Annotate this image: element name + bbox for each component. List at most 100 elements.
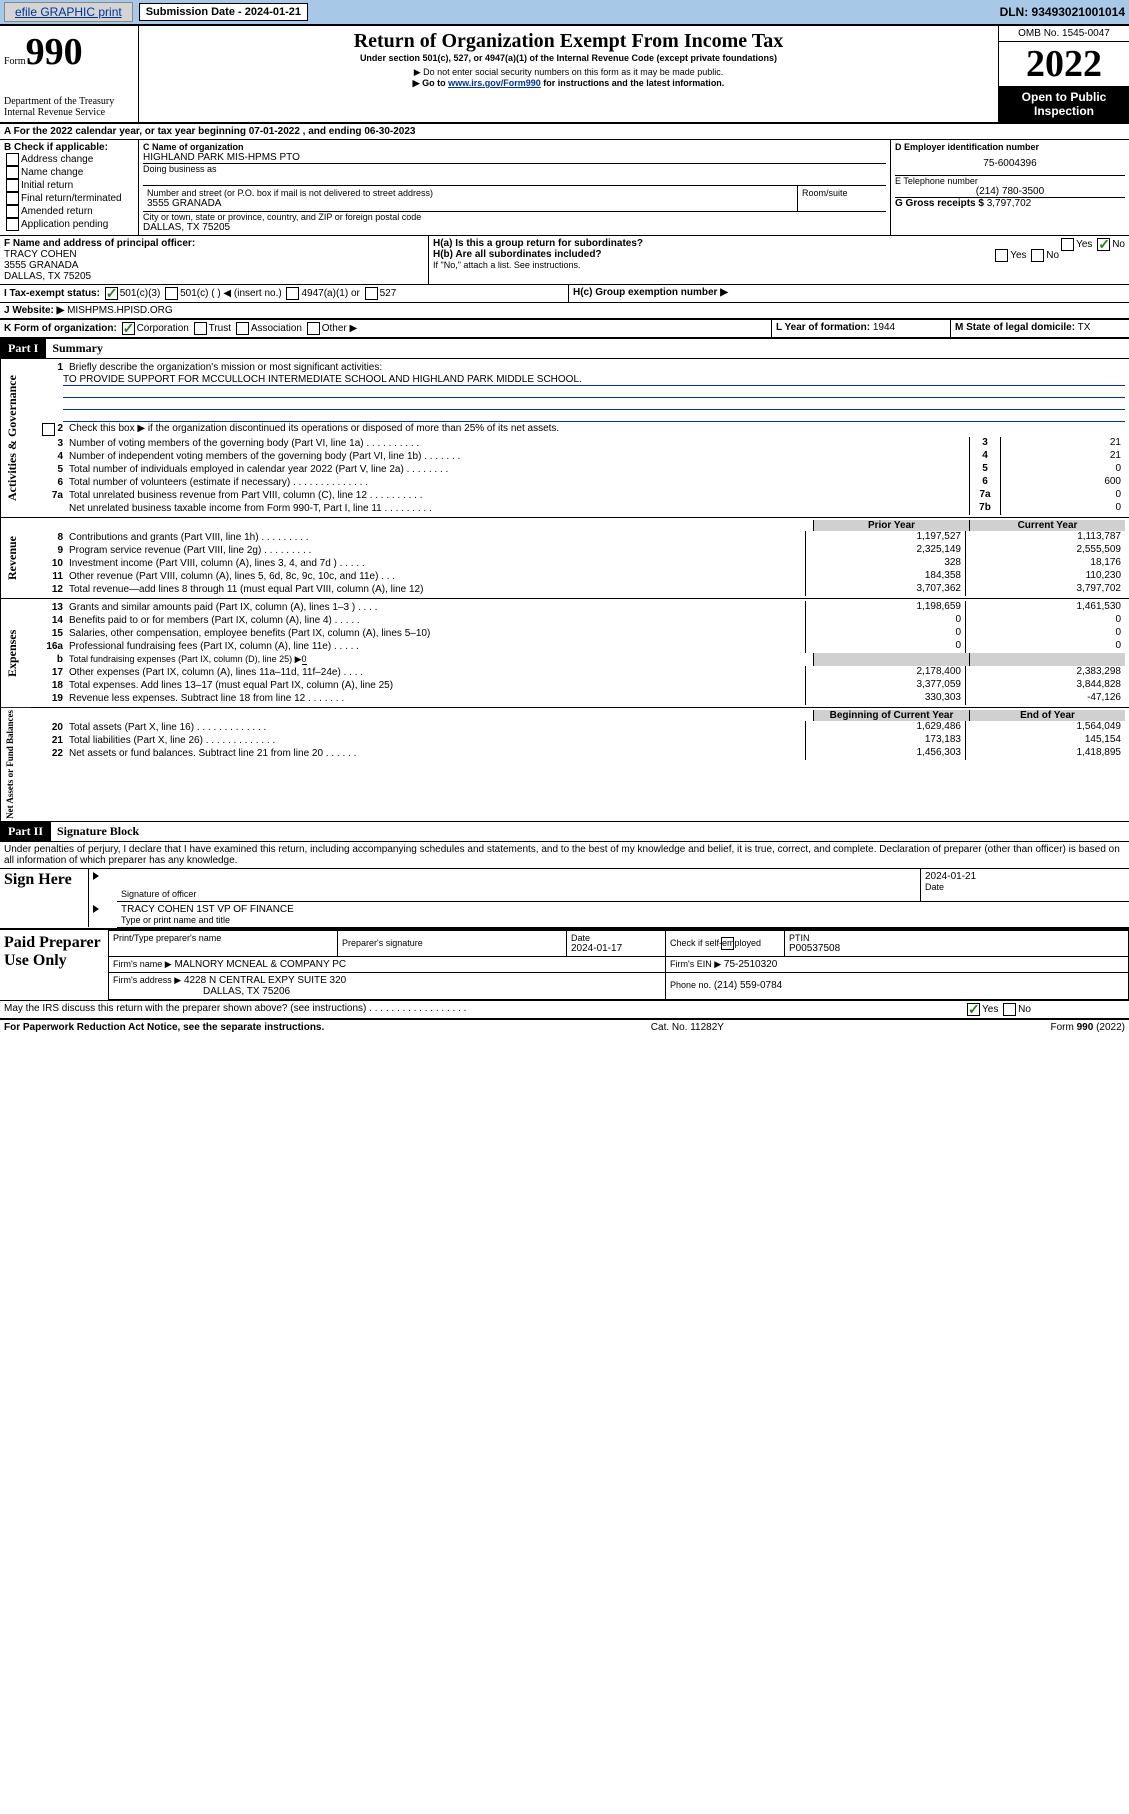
hdr-prior: Prior Year — [813, 520, 969, 531]
addr-lbl: Number and street (or P.O. box if mail i… — [147, 188, 793, 198]
l3: Number of voting members of the governin… — [67, 437, 969, 450]
declaration: Under penalties of perjury, I declare th… — [0, 842, 1129, 868]
chk-initial[interactable]: Initial return — [4, 179, 134, 192]
ha-yes[interactable] — [1061, 238, 1074, 251]
l16a: Professional fundraising fees (Part IX, … — [67, 640, 805, 653]
ein: 75-6004396 — [895, 152, 1125, 175]
p13: 1,198,659 — [805, 601, 965, 614]
name-lbl: Type or print name and title — [121, 915, 1125, 925]
p15: 0 — [805, 627, 965, 640]
l20: Total assets (Part X, line 16) . . . . .… — [67, 721, 805, 734]
c15: 0 — [965, 627, 1125, 640]
chk-final[interactable]: Final return/terminated — [4, 192, 134, 205]
c22: 1,418,895 — [965, 747, 1125, 760]
l13: Grants and similar amounts paid (Part IX… — [67, 601, 805, 614]
side-netassets: Net Assets or Fund Balances — [0, 708, 31, 821]
chk-other[interactable] — [307, 322, 320, 335]
chk-527[interactable] — [365, 287, 378, 300]
hb-no[interactable] — [1031, 249, 1044, 262]
form-title: Return of Organization Exempt From Incom… — [143, 30, 994, 53]
ein-lbl: D Employer identification number — [895, 142, 1125, 152]
l12: Total revenue—add lines 8 through 11 (mu… — [67, 583, 805, 596]
efile-btn[interactable]: efile GRAPHIC print — [4, 2, 133, 22]
c13: 1,461,530 — [965, 601, 1125, 614]
firm-phone-lbl: Phone no. — [670, 980, 711, 990]
h-a: H(a) Is this a group return for subordin… — [433, 238, 1125, 249]
chk-corp[interactable] — [122, 322, 135, 335]
tax-year: 2022 — [999, 42, 1129, 86]
dln: DLN: 93493021001014 — [1000, 5, 1125, 19]
chk-4947[interactable] — [286, 287, 299, 300]
l19: Revenue less expenses. Subtract line 18 … — [67, 692, 805, 705]
officer-sig-name: TRACY COHEN 1ST VP OF FINANCE — [121, 904, 1125, 915]
subtitle-3: ▶ Go to www.irs.gov/Form990 for instruct… — [143, 78, 994, 89]
paid-hdr: Paid Preparer Use Only — [0, 930, 109, 999]
c17: 2,383,298 — [965, 666, 1125, 679]
sign-here: Sign Here — [0, 869, 89, 928]
firm-ein-lbl: Firm's EIN ▶ — [670, 959, 721, 969]
firm-phone: (214) 559-0784 — [714, 980, 782, 991]
website: MISHPMS.HPISD.ORG — [67, 305, 173, 316]
phone: (214) 780-3500 — [895, 186, 1125, 197]
chk-501c[interactable] — [165, 287, 178, 300]
hdr-end: End of Year — [969, 710, 1125, 721]
sig-date: 2024-01-21 — [925, 871, 1125, 882]
subtitle-2: ▶ Do not enter social security numbers o… — [143, 67, 994, 78]
chk-name[interactable]: Name change — [4, 166, 134, 179]
year-formed: 1944 — [873, 322, 895, 333]
footer-left: For Paperwork Reduction Act Notice, see … — [4, 1022, 324, 1033]
firm-ein: 75-2510320 — [724, 959, 777, 970]
chk-trust[interactable] — [194, 322, 207, 335]
c-name-lbl: C Name of organization — [143, 142, 886, 152]
chk-assoc[interactable] — [236, 322, 249, 335]
sig-lbl: Signature of officer — [121, 889, 916, 899]
l4: Number of independent voting members of … — [67, 450, 969, 463]
firm-addr1: 4228 N CENTRAL EXPY SUITE 320 — [184, 975, 346, 986]
part1-header: Part ISummary — [0, 339, 1129, 358]
street: 3555 GRANADA — [147, 198, 793, 209]
l18: Total expenses. Add lines 13–17 (must eq… — [67, 679, 805, 692]
f-lbl: F Name and address of principal officer: — [4, 238, 424, 249]
ptin-lbl: PTIN — [789, 933, 1124, 943]
org-name: HIGHLAND PARK MIS-HPMS PTO — [143, 152, 886, 163]
subtitle-1: Under section 501(c), 527, or 4947(a)(1)… — [143, 53, 994, 63]
l10: Investment income (Part VIII, column (A)… — [67, 557, 805, 570]
c8: 1,113,787 — [965, 531, 1125, 544]
irs-link[interactable]: www.irs.gov/Form990 — [448, 78, 541, 88]
arrow-icon — [93, 872, 99, 880]
h-b: H(b) Are all subordinates included? Yes … — [433, 249, 1125, 260]
chk-amended[interactable]: Amended return — [4, 205, 134, 218]
l5: Total number of individuals employed in … — [67, 463, 969, 476]
page-footer: For Paperwork Reduction Act Notice, see … — [0, 1020, 1129, 1035]
irs: Internal Revenue Service — [4, 107, 134, 118]
l15: Salaries, other compensation, employee b… — [67, 627, 805, 640]
firm-addr2: DALLAS, TX 75206 — [203, 986, 290, 997]
side-expenses: Expenses — [0, 599, 31, 707]
domicile: TX — [1078, 322, 1091, 333]
sign-table: Sign Here Signature of officer 2024-01-2… — [0, 869, 1129, 928]
form-header: Form990 Department of the Treasury Inter… — [0, 24, 1129, 122]
chk-pending[interactable]: Application pending — [4, 218, 134, 231]
hb-yes[interactable] — [995, 249, 1008, 262]
h-c: H(c) Group exemption number ▶ — [573, 287, 728, 298]
footer-right: Form 990 (2022) — [1051, 1022, 1125, 1033]
c14: 0 — [965, 614, 1125, 627]
dba — [143, 174, 886, 185]
v3: 21 — [1000, 437, 1125, 450]
may-no[interactable] — [1003, 1003, 1016, 1016]
omb: OMB No. 1545-0047 — [999, 26, 1129, 42]
chk-address[interactable]: Address change — [4, 153, 134, 166]
ha-no[interactable] — [1097, 238, 1110, 251]
c16a: 0 — [965, 640, 1125, 653]
l9: Program service revenue (Part VIII, line… — [67, 544, 805, 557]
p16a: 0 — [805, 640, 965, 653]
chk-501c3[interactable] — [105, 287, 118, 300]
p16b — [813, 653, 969, 666]
c20: 1,564,049 — [965, 721, 1125, 734]
gross: G Gross receipts $ 3,797,702 — [895, 198, 1125, 209]
chk-l2[interactable] — [42, 423, 55, 436]
c21: 145,154 — [965, 734, 1125, 747]
may-yes[interactable] — [967, 1003, 980, 1016]
chk-self[interactable]: Check if self-employed — [666, 930, 785, 956]
paid-preparer-table: Paid Preparer Use Only Print/Type prepar… — [0, 930, 1129, 1000]
